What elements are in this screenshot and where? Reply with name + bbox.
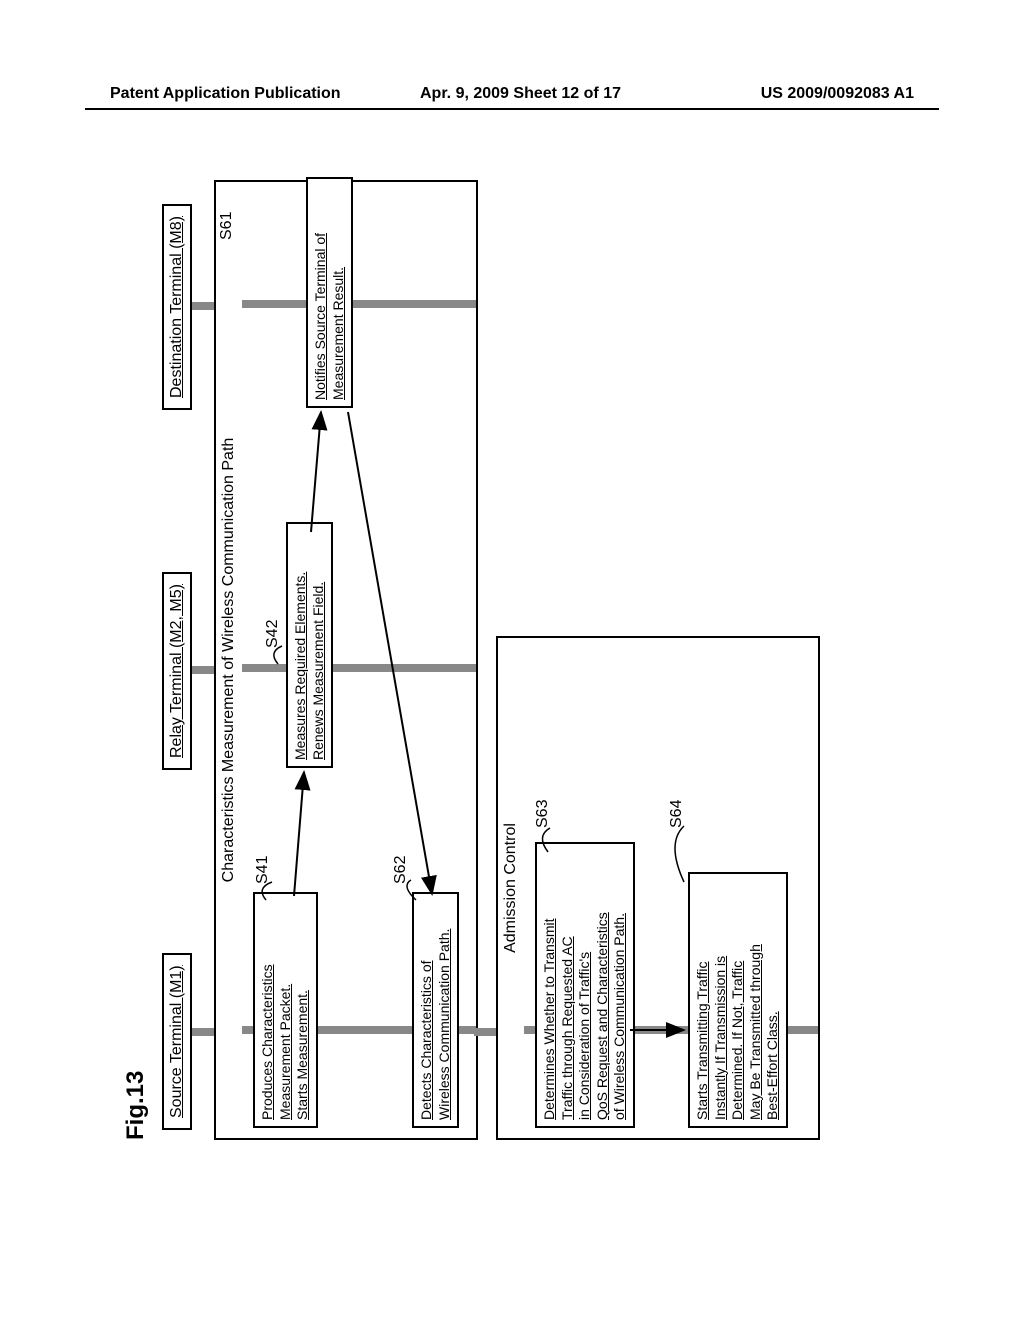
- phase1-title: Characteristics Measurement of Wireless …: [216, 182, 243, 1138]
- step-s42-text: Measures Required Elements. Renews Measu…: [292, 572, 326, 760]
- dest-lifeline-p1b: [348, 300, 476, 308]
- phase1-box: Characteristics Measurement of Wireless …: [214, 180, 478, 1140]
- step-s42-box: Measures Required Elements. Renews Measu…: [286, 522, 333, 768]
- source-terminal-box: Source Terminal (M1): [162, 953, 192, 1130]
- phase2-title: Admission Control: [498, 638, 525, 1138]
- step-s62-box: Detects Characteristics of Wireless Comm…: [412, 892, 459, 1128]
- step-s61-text: Notifies Source Terminal of Measurement …: [312, 233, 346, 400]
- source-lifeline-p2b: [628, 1026, 688, 1034]
- step-s61-label: S61: [218, 212, 236, 240]
- step-s62-text: Detects Characteristics of Wireless Comm…: [418, 929, 452, 1120]
- step-s41-label: S41: [254, 856, 272, 884]
- relay-lifeline-p1b: [328, 664, 476, 672]
- destination-terminal-box: Destination Terminal (M8): [162, 204, 192, 410]
- phase2-box: Admission Control Determines Whether to …: [496, 636, 820, 1140]
- header-publication: Patent Application Publication: [110, 85, 341, 103]
- step-s41-box: Produces Characteristics Measurement Pac…: [253, 892, 318, 1128]
- source-lifeline-p1a: [242, 1026, 253, 1034]
- step-s63-text: Determines Whether to Transmit Traffic t…: [541, 912, 627, 1120]
- step-s61-box: Notifies Source Terminal of Measurement …: [306, 177, 353, 408]
- header-pub-number: US 2009/0092083 A1: [761, 85, 914, 103]
- source-lifeline-gap: [474, 1028, 496, 1036]
- source-lifeline-top: [192, 1028, 214, 1036]
- relay-lifeline-p1a: [242, 664, 287, 672]
- header-date-sheet: Apr. 9, 2009 Sheet 12 of 17: [420, 85, 621, 103]
- dest-lifeline-p1a: [242, 300, 307, 308]
- step-s62-label: S62: [392, 856, 410, 884]
- figure-label: Fig.13: [122, 1071, 150, 1140]
- step-s42-label: S42: [264, 620, 282, 648]
- source-lifeline-p2a: [524, 1026, 535, 1034]
- step-s64-box: Starts Transmitting Traffic Instantly If…: [688, 872, 788, 1128]
- step-s64-label: S64: [668, 800, 686, 828]
- source-lifeline-p1b: [308, 1026, 412, 1034]
- step-s63-label: S63: [534, 800, 552, 828]
- destination-lifeline-top: [192, 302, 214, 310]
- relay-terminal-box: Relay Terminal (M2, M5): [162, 572, 192, 770]
- step-s41-text: Produces Characteristics Measurement Pac…: [259, 964, 310, 1120]
- relay-lifeline-top: [192, 666, 214, 674]
- sequence-diagram: Fig.13 Source Terminal (M1) Relay Termin…: [162, 180, 862, 1140]
- header-rule: [85, 108, 939, 110]
- step-s63-box: Determines Whether to Transmit Traffic t…: [535, 842, 635, 1128]
- step-s64-text: Starts Transmitting Traffic Instantly If…: [694, 944, 780, 1120]
